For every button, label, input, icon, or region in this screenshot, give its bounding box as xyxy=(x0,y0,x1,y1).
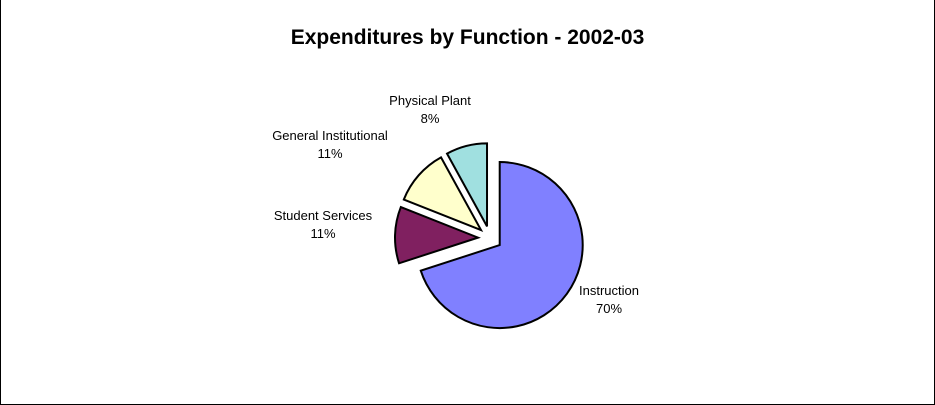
slice-label-percent: 70% xyxy=(596,301,622,316)
pie-slice-physical-plant xyxy=(445,142,489,227)
slice-label-percent: 11% xyxy=(310,226,335,241)
slices-layer xyxy=(394,142,584,330)
chart-title: Expenditures by Function - 2002-03 xyxy=(290,26,645,49)
slice-label-name: Instruction xyxy=(579,283,639,298)
slice-label-name: General Institutional xyxy=(272,128,388,143)
slice-label-instruction: Instruction 70% xyxy=(579,283,639,316)
slice-label-physical-plant: Physical Plant 8% xyxy=(389,93,471,126)
slice-label-percent: 11% xyxy=(317,146,342,161)
slice-label-name: Student Services xyxy=(274,208,373,223)
slice-label-name: Physical Plant xyxy=(389,93,471,108)
pie-slice-student-services xyxy=(394,205,481,265)
labels-layer: Instruction 70%Student Services 11%General… xyxy=(272,93,639,316)
slice-label-general-institutional: General Institutional 11% xyxy=(272,128,388,161)
slice-label-student-services: Student Services 11% xyxy=(274,208,373,241)
slice-label-percent: 8% xyxy=(421,111,440,126)
pie-slice-instruction xyxy=(419,161,584,330)
pie-slice-general-institutional xyxy=(402,155,484,233)
